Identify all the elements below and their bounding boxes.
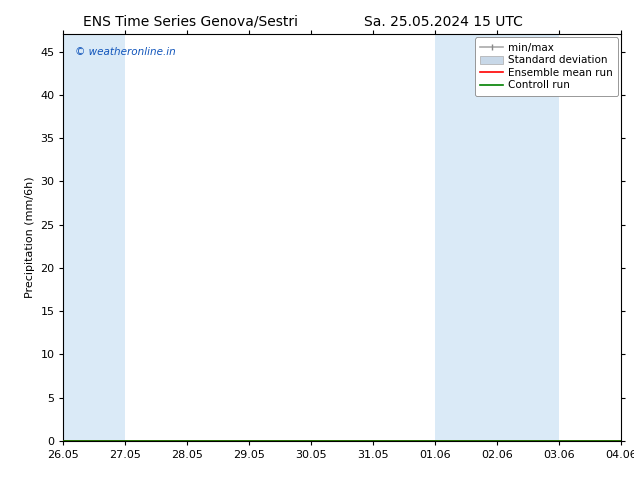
Bar bbox=[497, 34, 559, 441]
Bar bbox=[621, 34, 634, 441]
Bar bbox=[436, 34, 497, 441]
Text: Sa. 25.05.2024 15 UTC: Sa. 25.05.2024 15 UTC bbox=[365, 15, 523, 29]
Bar bbox=[63, 34, 126, 441]
Legend: min/max, Standard deviation, Ensemble mean run, Controll run: min/max, Standard deviation, Ensemble me… bbox=[475, 37, 618, 96]
Text: ENS Time Series Genova/Sestri: ENS Time Series Genova/Sestri bbox=[82, 15, 298, 29]
Y-axis label: Precipitation (mm/6h): Precipitation (mm/6h) bbox=[25, 177, 35, 298]
Text: © weatheronline.in: © weatheronline.in bbox=[75, 47, 176, 56]
